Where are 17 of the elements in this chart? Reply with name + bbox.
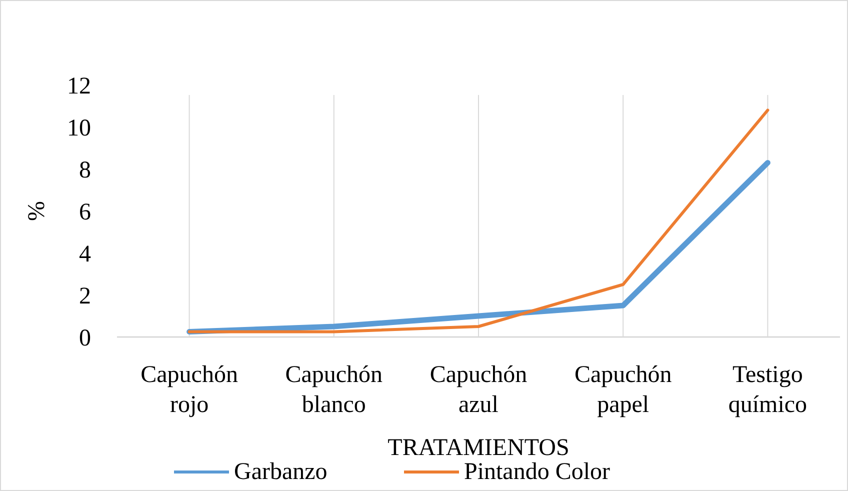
legend-label: Pintando Color: [464, 459, 610, 485]
y-tick-label: 6: [79, 199, 91, 226]
y-tick-label: 4: [79, 241, 91, 268]
x-tick-label: Capuchón azul: [430, 362, 528, 418]
y-tick-label: 12: [67, 73, 91, 100]
y-tick-label: 0: [79, 325, 91, 352]
y-tick-label: 2: [79, 283, 91, 310]
x-tick-label: Capuchón blanco: [285, 362, 383, 418]
y-axis-title: %: [24, 201, 50, 221]
x-tick-label: Capuchón rojo: [140, 362, 238, 418]
legend-label: Garbanzo: [234, 459, 328, 485]
x-tick-label: Testigo químico: [728, 362, 808, 418]
y-tick-label: 8: [79, 157, 91, 184]
x-tick-label: Capuchón papel: [574, 362, 672, 418]
line-series: [188, 108, 770, 334]
x-axis-title: TRATAMIENTOS: [388, 435, 570, 461]
y-tick-label: 10: [67, 115, 91, 142]
